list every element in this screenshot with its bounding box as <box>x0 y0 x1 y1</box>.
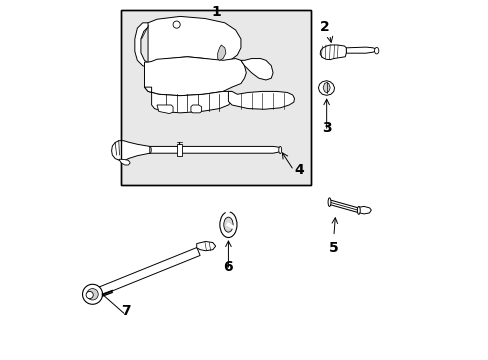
Text: 1: 1 <box>211 5 221 19</box>
Polygon shape <box>111 141 149 160</box>
Ellipse shape <box>224 217 233 232</box>
Polygon shape <box>318 81 334 95</box>
Polygon shape <box>119 159 130 165</box>
Text: 6: 6 <box>223 260 233 274</box>
Polygon shape <box>148 17 241 63</box>
Polygon shape <box>149 147 280 153</box>
Polygon shape <box>135 23 157 67</box>
Text: 5: 5 <box>328 241 338 255</box>
Text: 4: 4 <box>294 163 304 177</box>
Circle shape <box>87 289 98 300</box>
Polygon shape <box>241 59 272 80</box>
Text: 3: 3 <box>321 121 331 135</box>
Bar <box>121 10 310 185</box>
Text: 7: 7 <box>121 303 130 318</box>
Polygon shape <box>190 105 201 113</box>
Bar <box>121 10 310 185</box>
Circle shape <box>173 21 180 28</box>
Polygon shape <box>323 82 329 93</box>
Polygon shape <box>320 45 346 60</box>
Polygon shape <box>196 242 215 251</box>
Polygon shape <box>176 144 182 156</box>
Circle shape <box>86 292 93 298</box>
Polygon shape <box>228 91 294 109</box>
Text: 2: 2 <box>319 19 329 33</box>
Polygon shape <box>346 47 376 53</box>
Ellipse shape <box>148 147 151 154</box>
Ellipse shape <box>220 212 237 238</box>
Ellipse shape <box>278 147 281 154</box>
Ellipse shape <box>374 48 378 54</box>
Circle shape <box>82 284 102 304</box>
Polygon shape <box>91 247 200 298</box>
Polygon shape <box>357 206 370 214</box>
Ellipse shape <box>357 206 360 214</box>
Polygon shape <box>217 45 225 60</box>
Polygon shape <box>144 57 246 96</box>
Ellipse shape <box>327 198 330 206</box>
Polygon shape <box>157 105 173 113</box>
Polygon shape <box>144 87 231 113</box>
